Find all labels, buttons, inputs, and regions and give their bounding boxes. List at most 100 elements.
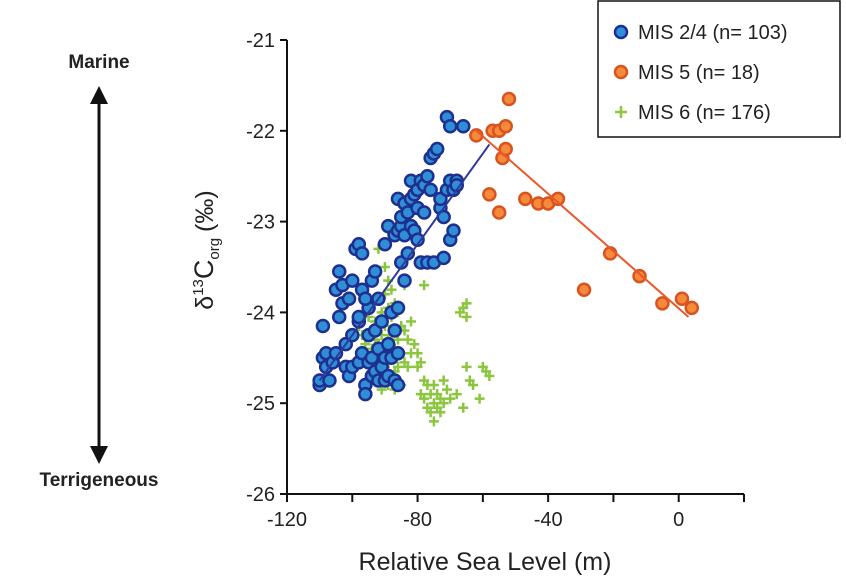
- mis24-point: [341, 291, 357, 307]
- y-tick-label: -25: [246, 393, 275, 415]
- mis6-point: [428, 416, 439, 427]
- data-points: [312, 91, 700, 427]
- mis6-point: [428, 380, 439, 391]
- y-axis-title: δ13Corg (‰): [189, 190, 223, 309]
- mis6-point: [455, 307, 466, 318]
- x-axis-title: Relative Sea Level (m): [359, 548, 612, 576]
- mis5-point: [684, 300, 700, 316]
- mis5-point: [576, 282, 592, 297]
- mis6-point: [412, 348, 423, 359]
- legend-label: MIS 5 (n= 18): [638, 62, 760, 84]
- mis24-point: [358, 386, 373, 402]
- y-axis-title-unit: (‰): [191, 190, 219, 232]
- mis24-point: [390, 346, 406, 361]
- y-axis-title-sup: 13: [190, 279, 207, 296]
- mis6-point: [438, 375, 449, 386]
- mis6-point: [409, 339, 420, 350]
- legend-label: MIS 2/4 (n= 103): [638, 22, 788, 44]
- mis24-point: [442, 119, 458, 134]
- mis6-point: [441, 384, 452, 395]
- mis24-point: [331, 309, 347, 325]
- mis24-point: [358, 291, 373, 307]
- mis24-point: [446, 223, 461, 238]
- x-tick-label: -80: [403, 509, 432, 531]
- mis24-point: [345, 273, 360, 288]
- mis24-point: [315, 318, 331, 334]
- mis5-point: [482, 187, 497, 202]
- mis6-point: [445, 393, 456, 404]
- y-axis-title-main: C: [189, 260, 219, 280]
- mis24-point: [397, 273, 412, 288]
- legend: MIS 2/4 (n= 103) MIS 5 (n= 18) MIS 6 (n= 1…: [597, 0, 841, 138]
- mis6-point: [484, 370, 495, 381]
- mis6-point: [386, 284, 397, 295]
- x-tick-label: -40: [534, 509, 563, 531]
- mis5-trend-line: [475, 130, 690, 318]
- x-tick-label: -120: [267, 509, 307, 531]
- mis5-point: [632, 268, 647, 284]
- legend-items: MIS 2/4 (n= 103) MIS 5 (n= 18) MIS 6 (n= 1…: [613, 22, 788, 124]
- side-label-top: Marine: [68, 52, 129, 73]
- legend-marker-plus: [615, 106, 627, 118]
- mis6-point: [402, 361, 413, 372]
- mis6-point: [451, 389, 462, 400]
- mis24-point: [331, 264, 347, 279]
- mis6-point: [461, 298, 472, 309]
- marine-terrigeneous-arrow: [90, 86, 108, 464]
- mis5-point: [491, 205, 507, 220]
- legend-label: MIS 6 (n= 176): [638, 102, 771, 124]
- mis5-point: [674, 291, 690, 307]
- mis6-point: [438, 398, 449, 409]
- y-tick-label: -21: [246, 30, 275, 52]
- mis24-point: [436, 250, 451, 266]
- mis6-point: [379, 262, 390, 272]
- y-axis-title-sub: org: [206, 238, 223, 260]
- mis24-point: [416, 205, 432, 220]
- y-tick-label: -24: [246, 302, 275, 324]
- arrow-head-down: [90, 446, 108, 464]
- mis6-point: [461, 361, 472, 372]
- mis24-point: [380, 336, 396, 352]
- mis24-trend-line: [318, 143, 491, 382]
- arrow-head-up: [90, 86, 108, 104]
- mis6-point: [425, 407, 436, 418]
- mis24-point: [377, 237, 393, 252]
- y-tick-label: -23: [246, 212, 275, 234]
- mis24-point: [429, 141, 445, 157]
- mis24-point: [322, 373, 337, 388]
- mis6-point: [419, 280, 430, 291]
- axes: -21 -22 -23 -24 -25 -26 -120 -80 -40 0: [246, 30, 745, 531]
- mis6-point: [474, 393, 485, 404]
- mis5-point: [498, 119, 513, 134]
- legend-marker-circle: [613, 24, 629, 40]
- mis5-point: [501, 91, 517, 107]
- y-tick-label: -26: [246, 484, 275, 506]
- mis6-point: [406, 316, 417, 327]
- mis6-point: [402, 334, 413, 345]
- y-tick-label: -22: [246, 121, 275, 143]
- mis24-point: [390, 300, 406, 316]
- mis24-point: [456, 119, 471, 134]
- mis5-point: [655, 296, 670, 311]
- legend-box: [597, 0, 841, 138]
- mis24-point: [367, 264, 383, 279]
- mis24-point: [420, 168, 435, 184]
- mis5-point: [550, 191, 566, 207]
- x-tick-label: 0: [673, 509, 684, 531]
- mis24-point: [390, 377, 406, 393]
- y-axis-title-delta: δ: [191, 296, 219, 310]
- trend-lines: [318, 130, 690, 382]
- mis6-point: [458, 402, 469, 413]
- mis24-point: [354, 246, 370, 261]
- mis24-point: [374, 314, 389, 329]
- mis6-point: [419, 393, 430, 404]
- legend-marker-circle: [613, 64, 629, 80]
- mis6-point: [461, 311, 472, 322]
- mis6-point: [415, 357, 426, 368]
- mis6-point: [392, 361, 403, 372]
- mis5-point: [518, 191, 533, 207]
- mis5-point: [498, 141, 513, 157]
- mis6-point: [435, 407, 446, 418]
- side-label-bottom: Terrigeneous: [40, 470, 159, 491]
